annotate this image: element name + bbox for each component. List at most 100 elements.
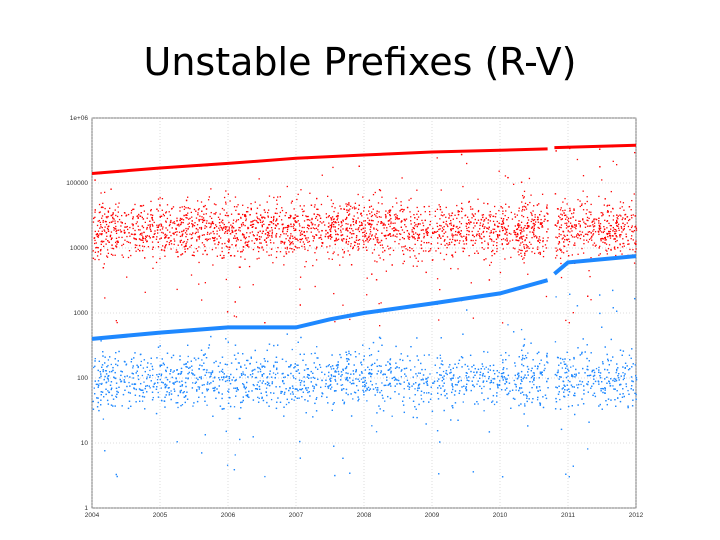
scatter-point [136,244,138,247]
scatter-point [214,243,216,245]
scatter-point [454,240,457,242]
scatter-point [487,242,489,244]
scatter-point [278,215,281,218]
scatter-point [151,241,154,243]
scatter-point [111,247,113,250]
scatter-point [286,246,288,249]
scatter-point [362,239,364,241]
scatter-point [370,368,373,371]
scatter-point [312,235,314,237]
scatter-point [630,226,633,229]
scatter-point [394,378,397,380]
scatter-point [168,243,170,246]
scatter-point [364,224,367,226]
scatter-point [319,366,322,368]
scatter-point [560,249,562,251]
scatter-point [236,206,238,208]
scatter-point [562,210,564,212]
scatter-point [592,244,594,246]
scatter-point [463,247,466,250]
scatter-point [564,209,566,211]
scatter-point [132,223,134,226]
scatter-point [571,405,574,407]
scatter-point [156,208,158,210]
scatter-point [489,210,491,213]
scatter-point [239,266,241,268]
scatter-point [487,371,489,373]
scatter-point [150,357,152,359]
scatter-point [366,400,368,402]
scatter-point [360,224,362,226]
scatter-point [292,243,294,245]
scatter-point [346,211,348,214]
scatter-point [594,218,596,220]
scatter-point [439,228,441,230]
scatter-point [129,235,131,237]
scatter-point [374,244,376,246]
scatter-point [121,244,123,247]
scatter-point [335,215,338,218]
scatter-point [203,213,205,215]
scatter-point [394,222,396,224]
scatter-point [563,214,566,217]
scatter-point [279,211,282,214]
scatter-point [541,226,543,228]
scatter-point [234,230,237,232]
scatter-point [206,404,208,406]
scatter-point [132,216,134,218]
scatter-point [542,240,544,243]
scatter-point [221,207,224,210]
scatter-point [348,350,350,352]
scatter-point [272,220,274,222]
scatter-point [612,226,614,229]
scatter-point [383,227,385,229]
scatter-point [547,237,549,239]
scatter-point [587,295,589,297]
scatter-point [401,229,404,231]
scatter-point [381,222,383,224]
scatter-point [617,215,619,217]
scatter-point [417,372,420,374]
scatter-point [479,237,481,239]
scatter-point [603,225,605,228]
scatter-point [392,234,395,236]
scatter-point [409,397,411,399]
scatter-point [571,254,574,256]
scatter-point [501,243,503,245]
scatter-point [378,189,381,191]
scatter-point [337,221,340,223]
scatter-point [558,242,561,244]
scatter-point [168,211,170,213]
scatter-point [137,225,139,227]
scatter-point [501,207,504,209]
scatter-point [429,220,432,223]
scatter-point [185,227,187,230]
scatter-point [235,316,238,318]
scatter-point [438,228,440,231]
scatter-point [293,218,295,220]
scatter-point [586,219,588,221]
scatter-point [114,241,117,244]
scatter-point [608,215,611,217]
scatter-point [237,239,239,241]
scatter-point [443,232,445,235]
scatter-point [330,368,333,370]
scatter-point [465,375,467,377]
scatter-point [102,245,105,248]
scatter-point [159,215,161,218]
scatter-point [363,243,365,246]
scatter-point [161,198,164,200]
scatter-point [564,367,567,370]
scatter-point [558,215,560,217]
scatter-point [179,206,181,209]
scatter-point [307,228,310,230]
scatter-point [417,237,419,239]
scatter-point [416,206,418,209]
scatter-point [358,204,360,206]
scatter-point [288,217,290,219]
scatter-point [403,388,405,390]
scatter-point [270,398,273,401]
scatter-point [309,245,311,247]
scatter-point [228,388,230,390]
scatter-point [125,363,128,365]
